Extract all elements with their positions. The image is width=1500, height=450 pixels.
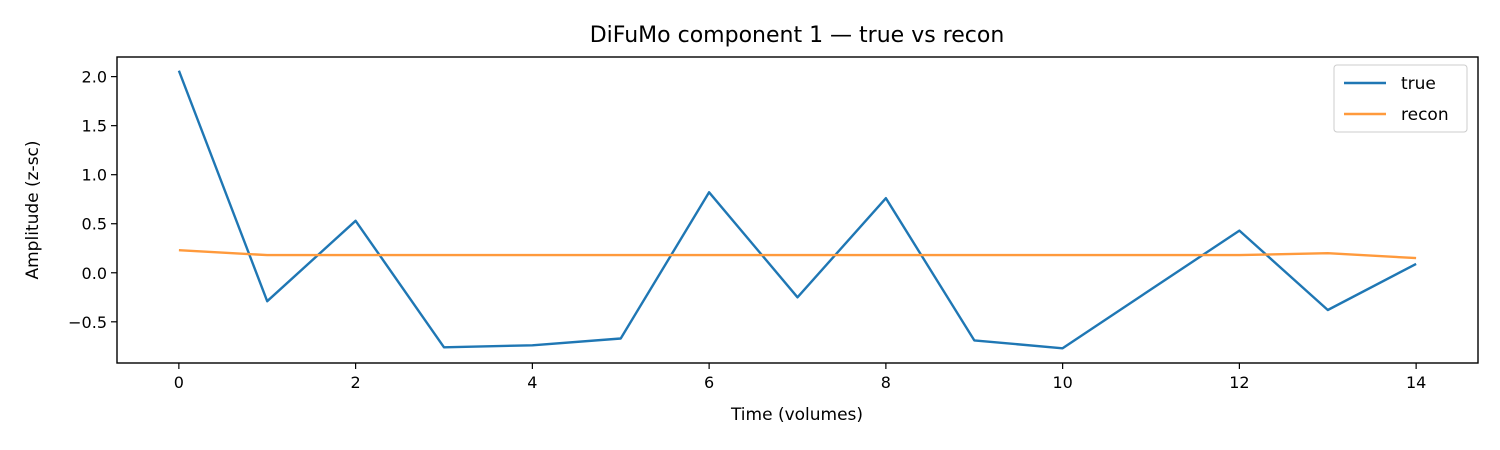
x-axis-label: Time (volumes) bbox=[730, 405, 863, 425]
x-tick-label: 8 bbox=[881, 373, 891, 392]
y-axis-label: Amplitude (z-sc) bbox=[23, 140, 43, 279]
legend-label-recon: recon bbox=[1401, 105, 1449, 125]
x-tick-label: 12 bbox=[1229, 373, 1249, 392]
x-tick-label: 2 bbox=[351, 373, 361, 392]
series-line-true bbox=[177, 70, 1417, 350]
y-axis: −0.5 0.0 0.5 1.0 1.5 2.0 bbox=[68, 68, 117, 332]
plot-frame bbox=[116, 56, 1479, 364]
chart-title: DiFuMo component 1 — true vs recon bbox=[590, 23, 1005, 48]
legend-label-true: true bbox=[1401, 74, 1436, 94]
x-tick-label: 0 bbox=[174, 373, 184, 392]
legend-box bbox=[1333, 64, 1468, 133]
series-line-recon bbox=[178, 249, 1417, 260]
y-tick-label: −0.5 bbox=[68, 313, 107, 332]
legend: true recon bbox=[1333, 64, 1468, 133]
x-axis: 0 2 4 6 8 10 12 14 bbox=[174, 363, 1426, 392]
x-tick-label: 10 bbox=[1052, 373, 1072, 392]
y-tick-label: 1.0 bbox=[82, 166, 107, 185]
y-tick-label: 0.0 bbox=[82, 264, 107, 283]
y-tick-label: 2.0 bbox=[82, 68, 107, 87]
y-tick-label: 0.5 bbox=[82, 215, 107, 234]
plot-area bbox=[177, 70, 1417, 350]
y-tick-label: 1.5 bbox=[82, 117, 107, 136]
x-tick-label: 6 bbox=[704, 373, 714, 392]
x-tick-label: 14 bbox=[1406, 373, 1426, 392]
x-tick-label: 4 bbox=[527, 373, 537, 392]
